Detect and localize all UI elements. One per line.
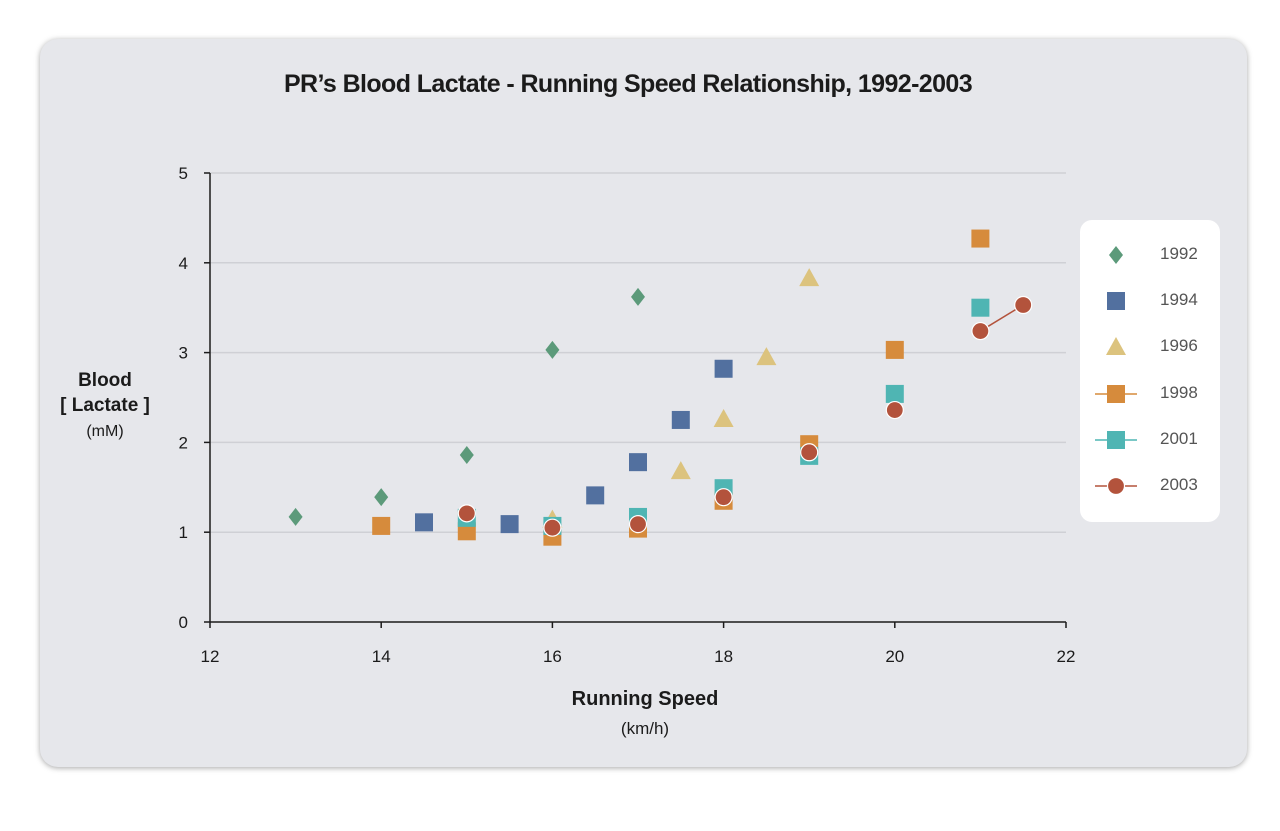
legend-marker-1996 <box>1106 337 1126 356</box>
data-point-1996 <box>756 347 777 366</box>
legend-label: 2003 <box>1160 475 1198 494</box>
data-point-1992 <box>545 340 560 359</box>
legend-label: 2001 <box>1160 428 1198 448</box>
x-tick-label: 14 <box>372 647 391 666</box>
legend-symbol-1992 <box>1109 246 1123 264</box>
legend-symbol-2003 <box>1106 476 1126 496</box>
data-point-2003 <box>714 488 733 507</box>
data-point-2003 <box>1014 295 1033 315</box>
data-point-1996 <box>713 409 734 428</box>
y-tick-label: 0 <box>179 613 188 632</box>
legend-marker-2003 <box>1095 476 1137 496</box>
legend-item-2001: 2001 <box>1080 417 1220 463</box>
data-point-2001 <box>885 384 904 403</box>
y-tick-label: 5 <box>179 164 188 183</box>
x-axis-label: Running Speed (km/h) <box>545 688 745 739</box>
data-point-1992 <box>288 507 303 526</box>
legend-item-1992: 1992 <box>1080 232 1220 278</box>
legend-marker-1994 <box>1107 292 1125 311</box>
data-point-1998 <box>971 229 990 248</box>
series-1996 <box>542 268 820 528</box>
data-point-1994 <box>714 359 733 378</box>
chart-title: PR’s Blood Lactate - Running Speed Relat… <box>283 70 973 98</box>
legend-symbol-1994 <box>1107 292 1125 311</box>
legend: 1992 1994 1996 1998 2001 2003 <box>1080 220 1220 522</box>
y-tick-label: 3 <box>179 344 188 363</box>
data-point-2003 <box>457 504 476 523</box>
data-point-1994 <box>500 515 519 534</box>
legend-marker-1998 <box>1095 384 1137 403</box>
y-axis-label-line1: Blood <box>78 370 132 391</box>
x-axis-label-line1: Running Speed <box>571 688 719 710</box>
data-point-2003 <box>800 443 819 462</box>
y-axis-label: Blood [ Lactate ] (mM) <box>55 368 155 441</box>
y-axis-label-line2: [ Lactate ] <box>60 395 150 416</box>
data-point-1994 <box>415 513 433 532</box>
data-point-1992 <box>459 445 474 464</box>
data-point-1998 <box>372 516 391 535</box>
y-tick-label: 1 <box>179 523 188 542</box>
legend-marker-2001 <box>1095 430 1137 449</box>
data-point-1992 <box>374 488 389 507</box>
y-tick-label: 2 <box>179 433 188 452</box>
series-1994 <box>415 359 733 534</box>
data-point-1996 <box>799 268 820 287</box>
y-axis-unit: (mM) <box>86 423 124 440</box>
legend-item-2003: 2003 <box>1080 463 1220 509</box>
x-tick-label: 20 <box>885 647 904 666</box>
chart-card <box>40 39 1247 767</box>
x-tick-label: 12 <box>201 647 220 666</box>
legend-label: 1996 <box>1160 336 1198 356</box>
y-tick-label: 4 <box>179 254 188 273</box>
legend-symbol-1996 <box>1106 337 1126 356</box>
data-point-1994 <box>629 453 647 472</box>
legend-item-1996: 1996 <box>1080 324 1220 370</box>
data-point-2001 <box>971 298 990 317</box>
data-point-1998 <box>885 340 904 359</box>
series-1992 <box>288 287 645 526</box>
data-point-2003 <box>885 400 904 420</box>
data-point-2003 <box>543 518 562 537</box>
data-point-2003 <box>971 321 990 341</box>
data-point-1994 <box>586 486 605 505</box>
legend-marker-1992 <box>1109 246 1123 264</box>
data-point-2003 <box>628 515 648 534</box>
x-tick-label: 16 <box>543 647 562 666</box>
x-axis-unit: (km/h) <box>620 719 670 738</box>
x-tick-label: 22 <box>1057 647 1076 666</box>
legend-label: 1992 <box>1160 244 1198 263</box>
legend-symbol-2001 <box>1107 430 1125 449</box>
legend-item-1998: 1998 <box>1080 371 1220 417</box>
x-tick-label: 18 <box>714 647 733 666</box>
legend-label: 1994 <box>1160 290 1198 310</box>
series-2003 <box>457 295 1033 537</box>
data-point-1994 <box>671 410 690 429</box>
legend-item-1994: 1994 <box>1080 278 1220 324</box>
legend-label: 1998 <box>1160 382 1198 402</box>
data-point-1996 <box>670 461 691 480</box>
legend-symbol-1998 <box>1107 384 1125 403</box>
data-point-1992 <box>631 287 645 306</box>
